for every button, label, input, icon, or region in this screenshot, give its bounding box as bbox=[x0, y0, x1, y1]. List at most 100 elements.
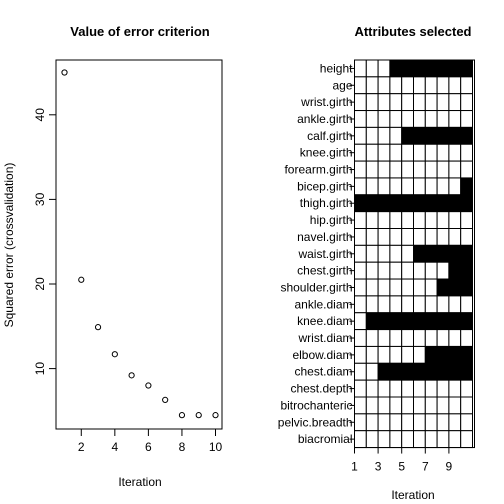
attribute-label: ankle.girth bbox=[297, 112, 352, 126]
attribute-label: knee.diam bbox=[297, 314, 352, 328]
grid-x-tick-label: 5 bbox=[398, 460, 405, 474]
scatter-x-tick-label: 8 bbox=[179, 440, 186, 454]
grid-cell-selected bbox=[424, 244, 438, 263]
grid-cell-unselected bbox=[389, 110, 403, 128]
grid-cell-unselected bbox=[424, 228, 438, 246]
scatter-title: Value of error criterion bbox=[70, 24, 209, 39]
grid-cell-unselected bbox=[448, 110, 462, 128]
attribute-label: pelvic.breadth bbox=[278, 415, 353, 429]
grid-cell-unselected bbox=[389, 295, 403, 314]
grid-cell-selected bbox=[424, 126, 438, 145]
scatter-x-tick-label: 6 bbox=[145, 440, 152, 454]
attribute-label: ankle.diam bbox=[294, 297, 352, 311]
grid-cell-unselected bbox=[460, 430, 474, 449]
grid-cell-unselected bbox=[377, 160, 391, 179]
grid-cell-selected bbox=[460, 194, 474, 213]
attribute-label: elbow.diam bbox=[292, 348, 352, 362]
grid-cell-unselected bbox=[354, 160, 367, 179]
grid-cell-unselected bbox=[448, 295, 462, 314]
grid-cell-unselected bbox=[413, 110, 426, 128]
grid-cell-unselected bbox=[424, 177, 438, 196]
grid-cell-unselected bbox=[413, 278, 426, 297]
grid-cell-unselected bbox=[436, 143, 450, 162]
grid-cell-unselected bbox=[365, 59, 379, 78]
attribute-label: biacromial bbox=[298, 432, 353, 446]
grid-cell-unselected bbox=[354, 430, 367, 449]
attribute-label: knee.girth bbox=[300, 146, 353, 160]
grid-cell-unselected bbox=[401, 396, 415, 415]
scatter-y-tick-label: 30 bbox=[33, 192, 47, 206]
grid-cell-selected bbox=[413, 194, 426, 213]
grid-cell-unselected bbox=[377, 228, 391, 246]
scatter-point bbox=[61, 69, 68, 76]
grid-cell-selected bbox=[424, 194, 438, 213]
grid-cell-unselected bbox=[365, 413, 379, 432]
attribute-label: age bbox=[332, 78, 352, 92]
grid-cell-unselected bbox=[413, 261, 426, 280]
grid-cell-unselected bbox=[377, 261, 391, 280]
grid-cell-unselected bbox=[401, 211, 415, 229]
grid-cell-selected bbox=[401, 312, 415, 331]
grid-cell-selected bbox=[460, 278, 474, 297]
grid-cell-unselected bbox=[377, 430, 391, 449]
grid-cell-unselected bbox=[377, 211, 391, 229]
grid-x-tick-label: 7 bbox=[422, 460, 429, 474]
grid-cell-unselected bbox=[354, 228, 367, 246]
grid-cell-unselected bbox=[424, 76, 438, 95]
grid-cell-unselected bbox=[354, 59, 367, 78]
grid-cell-unselected bbox=[436, 93, 450, 112]
grid-cell-unselected bbox=[460, 329, 474, 347]
scatter-point bbox=[178, 412, 186, 419]
grid-cell-selected bbox=[424, 362, 438, 381]
grid-cell-selected bbox=[413, 59, 426, 78]
grid-cell-unselected bbox=[401, 177, 415, 196]
grid-cell-unselected bbox=[377, 329, 391, 347]
grid-cell-unselected bbox=[401, 110, 415, 128]
grid-cell-selected bbox=[413, 312, 426, 331]
grid-cell-selected bbox=[436, 59, 450, 78]
grid-cell-unselected bbox=[436, 295, 450, 314]
scatter-point bbox=[195, 412, 202, 419]
grid-cell-unselected bbox=[448, 379, 462, 398]
grid-cell-unselected bbox=[460, 211, 474, 229]
grid-cell-unselected bbox=[401, 278, 415, 297]
grid-cell-unselected bbox=[413, 160, 426, 179]
grid-cell-unselected bbox=[413, 93, 426, 112]
scatter-y-ticks: 10 20 30 40 bbox=[33, 108, 56, 375]
grid-cell-selected bbox=[448, 194, 462, 213]
grid-cell-unselected bbox=[436, 430, 450, 449]
grid-cell-selected bbox=[389, 362, 403, 381]
grid-cell-unselected bbox=[365, 143, 379, 162]
grid-cell-unselected bbox=[460, 160, 474, 179]
grid-cell-selected bbox=[401, 59, 415, 78]
grid-cell-unselected bbox=[436, 379, 450, 398]
grid-cell-unselected bbox=[401, 228, 415, 246]
grid-cell-selected bbox=[436, 312, 450, 331]
grid-cell-selected bbox=[460, 177, 474, 196]
grid-cell-unselected bbox=[448, 329, 462, 347]
grid-cell-selected bbox=[389, 312, 403, 331]
grid-cell-selected bbox=[436, 194, 450, 213]
grid-cell-selected bbox=[377, 194, 391, 213]
grid-cell-unselected bbox=[436, 211, 450, 229]
scatter-points bbox=[61, 69, 219, 419]
grid-cell-unselected bbox=[460, 76, 474, 95]
grid-cell-unselected bbox=[377, 278, 391, 297]
attribute-label: chest.girth bbox=[297, 264, 352, 278]
grid-cell-unselected bbox=[365, 93, 379, 112]
grid-cell-selected bbox=[436, 345, 450, 364]
grid-cell-unselected bbox=[460, 295, 474, 314]
grid-cell-selected bbox=[401, 194, 415, 213]
grid-cell-unselected bbox=[460, 413, 474, 432]
grid-cell-unselected bbox=[448, 177, 462, 196]
grid-cell-unselected bbox=[389, 76, 403, 95]
attribute-label: height bbox=[320, 61, 353, 75]
grid-cell-unselected bbox=[413, 329, 426, 347]
scatter-x-tick-label: 2 bbox=[78, 440, 85, 454]
grid-cell-unselected bbox=[365, 261, 379, 280]
grid-x-tick-label: 1 bbox=[351, 460, 358, 474]
attribute-label: waist.girth bbox=[297, 247, 352, 261]
grid-cell-unselected bbox=[448, 76, 462, 95]
grid-cell-selected bbox=[460, 312, 474, 331]
grid-cell-unselected bbox=[413, 143, 426, 162]
